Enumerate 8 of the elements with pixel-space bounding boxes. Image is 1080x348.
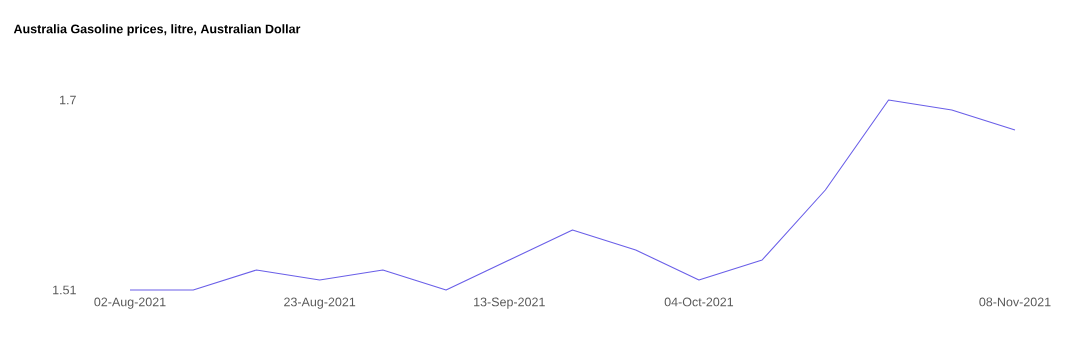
chart-title: Australia Gasoline prices, litre, Australian Dollar [13, 24, 301, 36]
y-tick-label: 1.51 [53, 285, 76, 295]
x-tick-label: 04-Oct-2021 [664, 297, 734, 307]
x-tick-label: 02-Aug-2021 [94, 297, 166, 309]
x-tick-label: 23-Aug-2021 [284, 297, 356, 309]
x-tick-label: 08-Nov-2021 [979, 297, 1051, 307]
x-tick-label: 13-Sep-2021 [474, 297, 545, 309]
y-tick-label: 1.7 [60, 95, 76, 105]
